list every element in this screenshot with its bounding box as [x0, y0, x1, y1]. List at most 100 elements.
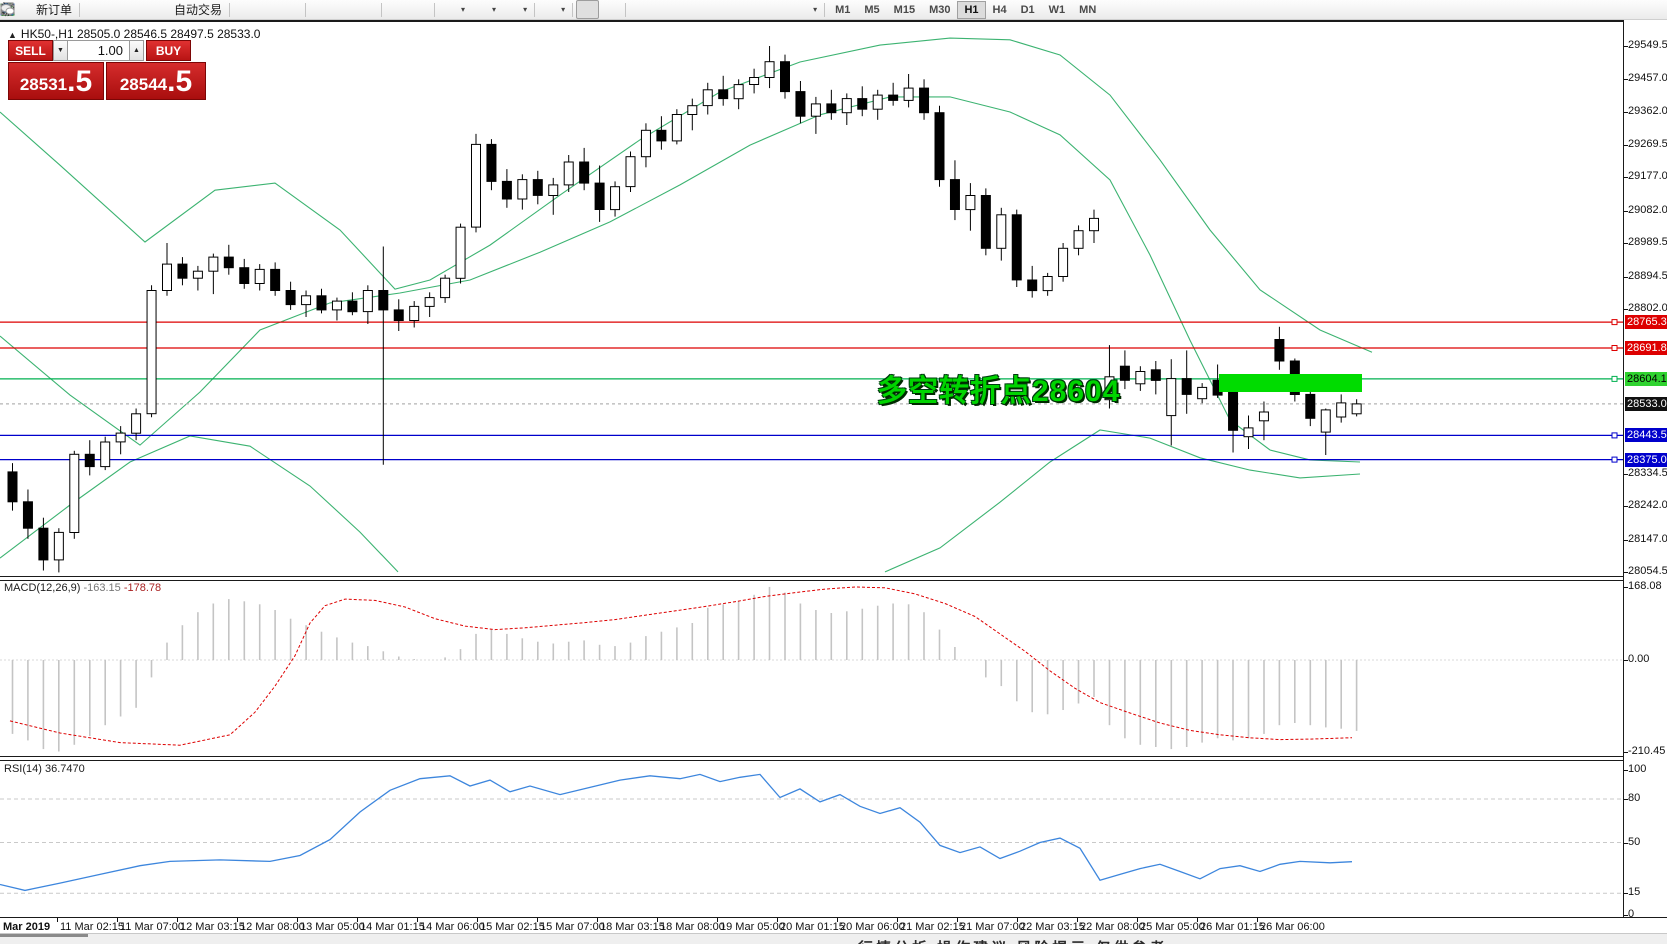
- status-bar: 行情分析 操作建议 风险提示 仅供参考: [0, 933, 1667, 944]
- indicators-icon: [0, 2, 457, 17]
- timeframe-button-mn[interactable]: MN: [1079, 3, 1097, 16]
- bar-chart-button[interactable]: [1, 0, 256, 19]
- signals-button[interactable]: [1, 0, 152, 19]
- time-axis-tick: [777, 918, 778, 922]
- main-price-chart[interactable]: [0, 20, 1623, 576]
- macd-panel-separator[interactable]: [0, 576, 1667, 581]
- time-axis-tick: [717, 918, 718, 922]
- price-line-badge: 28604.1: [1625, 371, 1667, 386]
- price-line-badge: 28443.5: [1625, 428, 1667, 443]
- axis-tick: [1624, 112, 1628, 114]
- sell-price-frac: .5: [67, 65, 93, 98]
- chart-style-button[interactable]: ▾: [0, 0, 569, 19]
- sell-button[interactable]: SELL: [8, 40, 53, 61]
- volume-input[interactable]: 1.00: [68, 40, 129, 61]
- time-axis-tick: [537, 918, 538, 922]
- watermark-text: 行情分析 操作建议 风险提示 仅供参考: [858, 937, 1168, 944]
- dropdown-caret-icon[interactable]: ▾: [523, 5, 528, 14]
- terminal-button[interactable]: [1, 0, 129, 19]
- rsi-axis-label: 50: [1628, 835, 1641, 848]
- collapse-panel-arrow-icon[interactable]: ▲: [8, 30, 17, 40]
- chart-shift-button[interactable]: [1, 0, 431, 19]
- axis-tick: [1624, 506, 1628, 508]
- axis-tick: [1624, 751, 1628, 753]
- auto-scroll-icon: [1, 2, 404, 17]
- text-button[interactable]: A: [3, 0, 767, 19]
- time-axis-tick: [837, 918, 838, 922]
- toolbar-separator: [534, 2, 536, 17]
- volume-decrease-button[interactable]: ▼: [53, 40, 68, 61]
- time-axis-tick: [57, 918, 58, 922]
- timeframe-button-h4[interactable]: H4: [992, 3, 1007, 16]
- timeframe-button-h1[interactable]: H1: [957, 0, 986, 19]
- line-chart-icon: [0, 2, 298, 17]
- cursor-button[interactable]: [2, 0, 600, 19]
- template-button[interactable]: ▾: [1, 0, 531, 19]
- search-button[interactable]: [1, 0, 1644, 19]
- price-axis[interactable]: 29549.5 29457.0 29362.0 29269.5 29177.0 29082…: [1623, 20, 1667, 920]
- zoom-out-button[interactable]: [1, 0, 355, 19]
- autotrade-button[interactable]: 自动交易: [1, 0, 226, 19]
- time-axis[interactable]: Mar 2019 11 Mar 02:15 11 Mar 07:00 12 Mar 0…: [0, 917, 1667, 934]
- dropdown-caret-icon[interactable]: ▾: [461, 5, 466, 14]
- axis-tick: [1624, 842, 1628, 844]
- tile-windows-button[interactable]: [0, 0, 378, 19]
- timeframe-button-m1[interactable]: M1: [835, 3, 851, 16]
- chart-shift-icon: [1, 2, 427, 17]
- sell-price-display[interactable]: 28531.5: [8, 62, 104, 100]
- timeframe-button-m5[interactable]: M5: [864, 3, 880, 16]
- auto-scroll-button[interactable]: [1, 0, 408, 19]
- time-axis-label: 14 Mar 01:15: [360, 921, 425, 933]
- timeframe-button-m15[interactable]: M15: [893, 3, 916, 16]
- indicators-button[interactable]: ▾: [0, 0, 469, 19]
- vertical-line-button[interactable]: [6, 0, 652, 19]
- text-label-button[interactable]: T: [1, 0, 790, 19]
- time-axis-tick: [1017, 918, 1018, 922]
- price-axis-label: 28989.5: [1628, 236, 1667, 249]
- new-order-icon: [1, 2, 33, 17]
- dropdown-caret-icon[interactable]: ▾: [561, 5, 566, 14]
- arrows-tool-icon: [1, 2, 809, 17]
- horizontal-line-button[interactable]: [1, 0, 675, 19]
- chart-window[interactable]: [0, 20, 1667, 933]
- buy-price-display[interactable]: 28544.5: [106, 62, 206, 100]
- crosshair-button[interactable]: [1, 0, 622, 19]
- time-axis-label: 26 Mar 06:00: [1260, 921, 1325, 933]
- channel-button[interactable]: E: [0, 0, 721, 19]
- rsi-panel-separator[interactable]: [0, 756, 1667, 761]
- time-axis-tick: [1077, 918, 1078, 922]
- volume-increase-button[interactable]: ▲: [129, 40, 144, 61]
- zoom-in-button[interactable]: [1, 0, 332, 19]
- wallet-button[interactable]: [1, 0, 106, 19]
- arrows-tool-button[interactable]: ▾: [1, 0, 821, 19]
- terminal-icon: [1, 2, 125, 17]
- timeframe-button-m30[interactable]: M30: [929, 3, 951, 16]
- trendline-icon: [1, 2, 694, 17]
- axis-tick: [1624, 539, 1628, 541]
- horizontal-scrollbar[interactable]: [0, 934, 88, 937]
- price-axis-label: 28242.0: [1628, 499, 1667, 512]
- price-axis-label: 28334.5: [1628, 466, 1667, 479]
- time-axis-label: 20 Mar 06:00: [840, 921, 905, 933]
- timeframe-button-d1[interactable]: D1: [1020, 3, 1035, 16]
- periods-clock-button[interactable]: ▾: [1, 0, 500, 19]
- macd-axis-label: 0.00: [1628, 653, 1650, 665]
- macd-indicator-panel[interactable]: [0, 581, 1623, 756]
- line-chart-button[interactable]: [0, 0, 302, 19]
- trendline-button[interactable]: [1, 0, 698, 19]
- chat-button[interactable]: [0, 0, 1667, 19]
- dropdown-caret-icon[interactable]: ▾: [492, 5, 497, 14]
- fibonacci-button[interactable]: F: [1, 0, 744, 19]
- time-axis-label: 21 Mar 07:00: [960, 921, 1025, 933]
- toolbar-separator: [305, 2, 307, 17]
- rsi-indicator-panel[interactable]: [0, 761, 1623, 917]
- price-axis-label: 29549.5: [1628, 39, 1667, 51]
- fibonacci-icon: F: [1, 2, 740, 17]
- candle-chart-button[interactable]: [2, 0, 279, 19]
- axis-tick: [1624, 799, 1628, 800]
- axis-tick: [1624, 46, 1628, 47]
- dropdown-caret-icon[interactable]: ▾: [813, 5, 818, 14]
- new-order-button[interactable]: 新订单: [1, 0, 76, 19]
- buy-button[interactable]: BUY: [146, 40, 191, 61]
- timeframe-button-w1[interactable]: W1: [1048, 3, 1066, 16]
